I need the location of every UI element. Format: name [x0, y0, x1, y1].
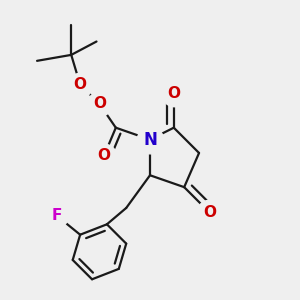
- Text: N: N: [143, 130, 157, 148]
- Text: O: O: [203, 205, 216, 220]
- Text: O: O: [74, 77, 87, 92]
- Text: O: O: [167, 86, 180, 101]
- Text: F: F: [51, 208, 62, 223]
- Text: O: O: [98, 148, 110, 164]
- Text: O: O: [93, 96, 106, 111]
